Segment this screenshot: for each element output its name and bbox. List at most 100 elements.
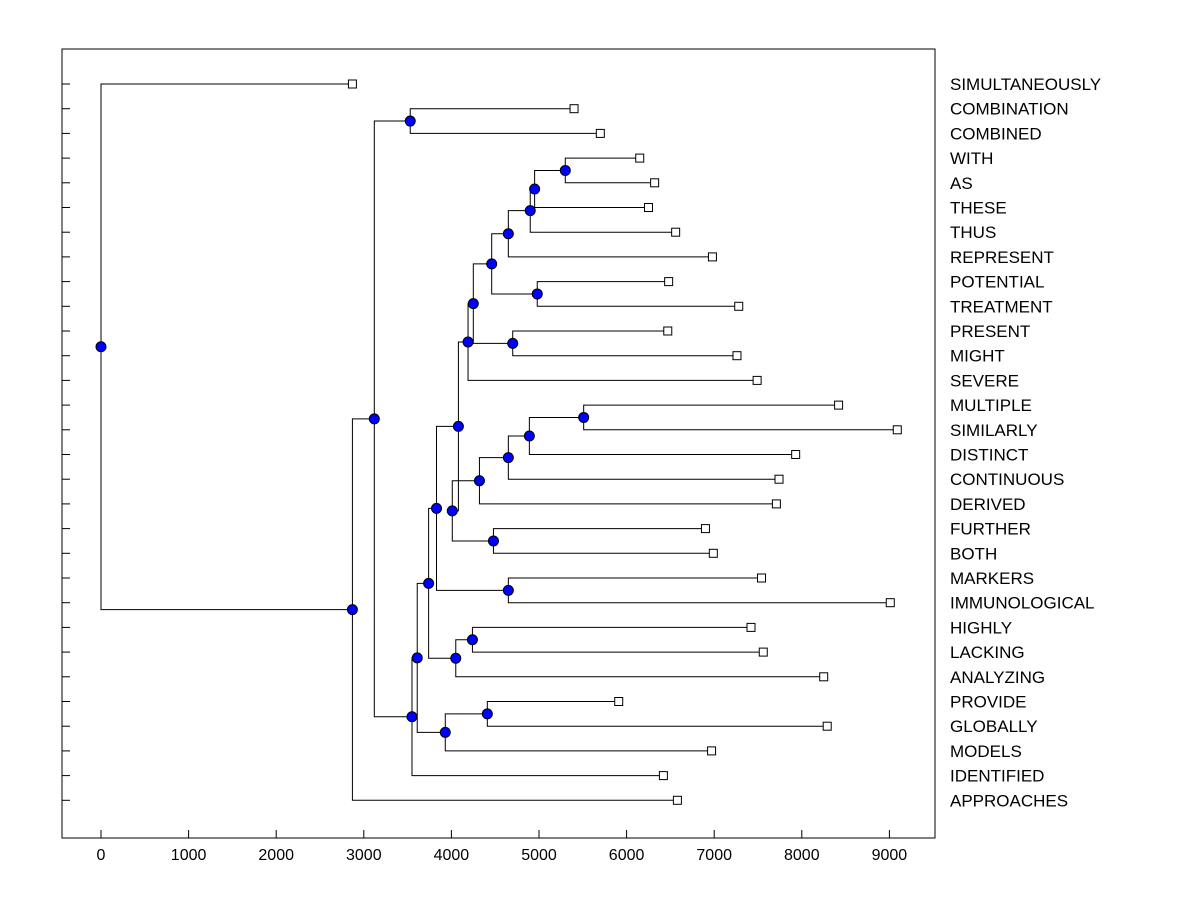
merge-node xyxy=(524,205,536,217)
x-tick-label: 6000 xyxy=(609,847,645,864)
merge-node xyxy=(423,577,435,589)
x-tick-label: 9000 xyxy=(872,847,908,864)
x-tick-label: 3000 xyxy=(346,847,382,864)
merge-node xyxy=(502,452,514,464)
x-tick-label: 7000 xyxy=(696,847,732,864)
leaf-label: PROVIDE xyxy=(950,693,1027,712)
leaf-marker xyxy=(834,400,844,410)
leaf-marker xyxy=(635,153,645,163)
leaf-label: WITH xyxy=(950,149,993,168)
dendrogram-link xyxy=(512,330,737,357)
leaf-label: REPRESENT xyxy=(950,248,1054,267)
leaf-label: HIGHLY xyxy=(950,618,1012,637)
x-tick-label: 8000 xyxy=(784,847,820,864)
leaf-marker xyxy=(892,425,902,435)
dendrogram-link xyxy=(528,416,796,455)
leaf-label: IMMUNOLOGICAL xyxy=(950,594,1095,613)
leaf-marker xyxy=(663,326,673,336)
dendrogram-link xyxy=(471,626,764,653)
leaf-label: COMBINED xyxy=(950,124,1042,143)
leaf-label: IDENTIFIED xyxy=(950,767,1044,786)
merge-node xyxy=(450,652,462,664)
x-tick-label: 0 xyxy=(97,847,106,864)
dendrogram-link xyxy=(492,528,714,554)
leaf-label: MIGHT xyxy=(950,347,1005,366)
leaf-marker xyxy=(758,647,768,657)
leaf-label: BOTH xyxy=(950,544,997,563)
merge-node xyxy=(559,164,571,176)
dendrogram-link xyxy=(373,120,412,718)
leaf-label: TREATMENT xyxy=(950,297,1053,316)
leaf-marker xyxy=(707,252,717,262)
dendrogram-link xyxy=(507,210,713,258)
leaf-label: GLOBALLY xyxy=(950,717,1038,736)
merge-node xyxy=(531,288,543,300)
leaf-marker xyxy=(664,277,674,287)
merge-node xyxy=(431,502,443,514)
merge-node xyxy=(404,115,416,127)
leaf-marker xyxy=(734,301,744,311)
dendrogram-link xyxy=(436,425,509,591)
merge-node xyxy=(502,584,514,596)
merge-node xyxy=(481,708,493,720)
leaf-marker xyxy=(671,227,681,237)
merge-node xyxy=(446,505,458,517)
leaf-label: MODELS xyxy=(950,742,1022,761)
leaf-label: DISTINCT xyxy=(950,446,1028,465)
merge-node xyxy=(578,411,590,423)
dendrogram-link xyxy=(351,418,678,801)
leaf-label: THESE xyxy=(950,199,1007,218)
leaf-label: COMBINATION xyxy=(950,100,1069,119)
dendrogram-link xyxy=(472,263,513,344)
dendrogram-link xyxy=(411,657,664,777)
leaf-label: APPROACHES xyxy=(950,791,1068,810)
leaf-marker xyxy=(746,622,756,632)
leaf-markers xyxy=(347,79,902,805)
leaf-label: AS xyxy=(950,174,973,193)
dendrogram-link xyxy=(100,83,353,611)
leaf-marker xyxy=(757,573,767,583)
leaf-marker xyxy=(595,128,605,138)
leaf-marker xyxy=(708,548,718,558)
y-tick-marks xyxy=(62,83,70,801)
leaf-label: MARKERS xyxy=(950,569,1034,588)
dendrogram-link xyxy=(507,577,891,604)
dendrogram-link xyxy=(478,457,777,505)
merge-node xyxy=(507,337,519,349)
leaf-marker xyxy=(732,351,742,361)
merge-node xyxy=(523,430,535,442)
merge-node xyxy=(473,475,485,487)
leaf-label: ANALYZING xyxy=(950,668,1045,687)
leaf-label: POTENTIAL xyxy=(950,273,1044,292)
leaf-marker xyxy=(774,474,784,484)
leaf-labels: SIMULTANEOUSLY COMBINATION COMBINED WITH AS T… xyxy=(950,75,1101,810)
merge-node xyxy=(406,711,418,723)
dendrogram-link xyxy=(583,404,898,431)
dendrogram-links xyxy=(100,83,898,801)
x-tick-label: 2000 xyxy=(258,847,294,864)
dendrogram-link xyxy=(486,701,828,727)
leaf-marker xyxy=(672,795,682,805)
leaf-marker xyxy=(650,178,660,188)
merge-node xyxy=(452,420,464,432)
leaf-marker xyxy=(700,524,710,534)
leaf-label: MULTIPLE xyxy=(950,396,1032,415)
leaf-label: CONTINUOUS xyxy=(950,470,1064,489)
merge-node xyxy=(411,652,423,664)
dendrogram-link xyxy=(529,188,676,233)
merge-node xyxy=(502,228,514,240)
leaf-marker xyxy=(771,499,781,509)
leaf-label: PRESENT xyxy=(950,322,1030,341)
leaf-marker xyxy=(614,697,624,706)
dendrogram-link xyxy=(455,639,824,678)
leaf-label: FURTHER xyxy=(950,520,1031,539)
x-tick-label: 1000 xyxy=(171,847,207,864)
dendrogram-link xyxy=(507,435,780,480)
dendrogram-link xyxy=(536,281,739,307)
leaf-marker xyxy=(347,79,357,89)
dendrogram-link xyxy=(444,713,712,752)
leaf-marker xyxy=(885,598,895,608)
leaf-marker xyxy=(819,672,829,682)
leaf-label: DERIVED xyxy=(950,495,1026,514)
